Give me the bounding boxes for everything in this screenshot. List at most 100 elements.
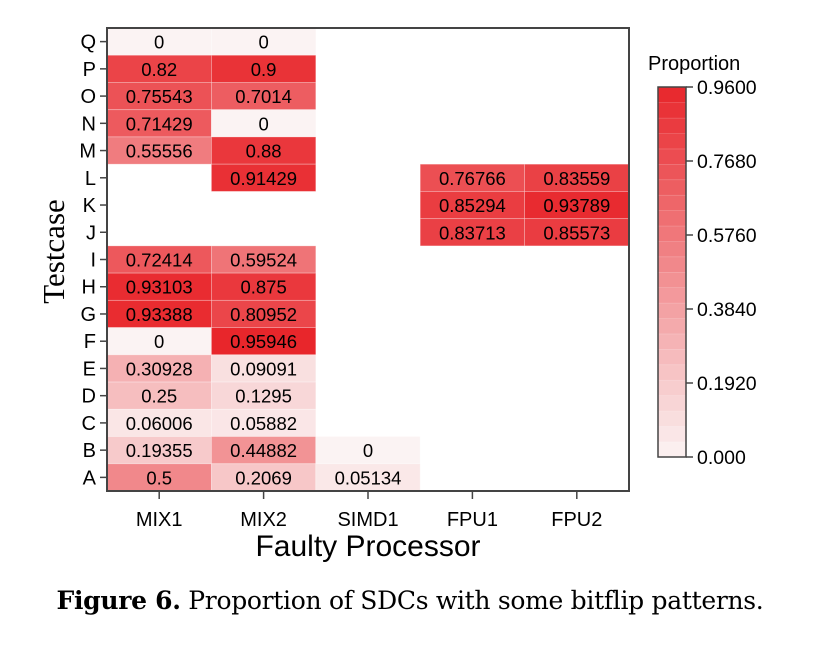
colorbar-tick-label: 0.1920: [697, 373, 757, 395]
y-axis-label: Testcase: [36, 199, 71, 304]
cell-value-label: 0.76766: [439, 168, 506, 189]
cell-value-label: 0.44882: [230, 440, 297, 461]
heatmap-cell: [210, 82, 317, 111]
colorbar-segment: [657, 348, 687, 366]
colorbar-segment: [657, 441, 687, 458]
cell-value-label: 0.1295: [235, 386, 292, 407]
colorbar: 0.9600 0.7680 0.5760 0.3840 0.1920 0.000: [657, 77, 757, 469]
cell-value-label: 0.80952: [230, 304, 297, 325]
heatmap-cell: [210, 163, 317, 192]
heatmap-cell: [106, 381, 212, 410]
cell-value-label: 0.59524: [230, 250, 297, 271]
colorbar-segment: [657, 364, 687, 381]
colorbar-segment: [657, 163, 687, 181]
colorbar-segment: [657, 210, 687, 227]
y-tick-label: A: [83, 467, 97, 489]
cell-value-label: 0.05134: [335, 467, 402, 488]
colorbar-segment: [657, 132, 687, 150]
colorbar-segment: [657, 271, 687, 289]
colorbar-tick-label: 0.5760: [697, 225, 757, 247]
cell-value-label: 0.93103: [126, 277, 193, 298]
colorbar-segment: [657, 148, 687, 165]
heatmap-cell: [210, 136, 317, 165]
cell-value-label: 0: [363, 440, 373, 461]
x-tick-label: MIX2: [240, 509, 287, 531]
colorbar-tick-label: 0.7680: [697, 151, 757, 173]
cell-value-label: 0.09091: [230, 358, 297, 379]
colorbar-segment: [657, 333, 687, 350]
heatmap-cell: [210, 27, 317, 56]
heatmap-cell: [210, 354, 317, 383]
y-tick-label: L: [85, 168, 96, 190]
cell-value-label: 0.83713: [439, 222, 506, 243]
colorbar-segment: [657, 240, 687, 258]
cell-value-label: 0.05882: [230, 413, 297, 434]
y-tick-label: I: [90, 250, 96, 272]
cell-value-label: 0.9: [251, 59, 277, 80]
heatmap-cell: [210, 463, 317, 492]
heatmap-cell: [524, 218, 630, 247]
heatmap-chart: 0 0 0.82 0.9 0.75543 0.7014 0.71429 0 0.55556 0.8…: [36, 27, 757, 563]
cell-value-label: 0.75543: [126, 86, 193, 107]
heatmap-cell: [419, 191, 526, 220]
colorbar-title: Proportion: [648, 53, 740, 75]
y-tick-label: G: [80, 304, 96, 326]
cell-value-label: 0.875: [240, 277, 286, 298]
heatmap-cell: [315, 463, 421, 492]
heatmap-cell: [210, 54, 317, 83]
figure-caption: Figure 6. Proportion of SDCs with some b…: [0, 586, 820, 615]
colorbar-tick-label: 0.3840: [697, 299, 757, 321]
cell-value-label: 0.2069: [235, 467, 292, 488]
y-tick-label: K: [83, 195, 97, 217]
y-tick-label: C: [82, 413, 96, 435]
heatmap-cell: [210, 408, 317, 437]
heatmap-cell: [210, 299, 317, 328]
cell-value-label: 0: [258, 113, 268, 134]
colorbar-segment: [657, 256, 687, 273]
heatmap-cell: [106, 54, 212, 83]
cell-value-label: 0.85573: [543, 222, 610, 243]
cell-value-label: 0: [154, 331, 164, 352]
y-tick-label: H: [82, 277, 96, 299]
cell-value-label: 0.55556: [126, 141, 193, 162]
y-tick-label: O: [80, 86, 96, 108]
cell-value-label: 0.93388: [126, 304, 193, 325]
heatmap-cell: [419, 163, 526, 192]
colorbar-segment: [657, 225, 687, 242]
x-tick-label: FPU1: [447, 509, 498, 531]
cell-value-label: 0.30928: [126, 358, 193, 379]
x-tick-label: SIMD1: [337, 509, 398, 531]
cell-value-label: 0.83559: [543, 168, 610, 189]
y-tick-label: B: [83, 440, 96, 462]
colorbar-frame: [657, 86, 687, 458]
x-tick-label: MIX1: [136, 509, 183, 531]
cell-value-label: 0.82: [141, 59, 177, 80]
cell-value-label: 0.7014: [235, 86, 292, 107]
colorbar-tick-label: 0.000: [697, 447, 746, 469]
colorbar-segment: [657, 287, 687, 304]
cell-value-label: 0.72414: [126, 250, 193, 271]
heatmap-cells: 0 0 0.82 0.9 0.75543 0.7014 0.71429 0 0.55556 0.8…: [106, 27, 630, 492]
heatmap-cell: [106, 272, 212, 301]
x-tick-label: FPU2: [551, 509, 602, 531]
heatmap-cell: [210, 109, 317, 138]
colorbar-segment: [657, 317, 687, 335]
figure-caption-text: Proportion of SDCs with some bitflip pat…: [180, 586, 764, 615]
colorbar-segment: [657, 179, 687, 196]
cell-value-label: 0.71429: [126, 113, 193, 134]
heatmap-cell: [106, 27, 212, 56]
y-tick-label: J: [86, 222, 96, 244]
x-axis-ticks: MIX1 MIX2 SIMD1 FPU1 FPU2: [136, 491, 602, 531]
cell-value-label: 0.95946: [230, 331, 297, 352]
heatmap-cell: [210, 381, 317, 410]
y-tick-label: N: [82, 113, 96, 135]
colorbar-segment: [657, 410, 687, 427]
colorbar-segment: [657, 194, 687, 211]
y-tick-label: E: [83, 358, 96, 380]
colorbar-tick-label: 0.9600: [697, 77, 757, 99]
cell-value-label: 0.06006: [126, 413, 193, 434]
x-axis-label: Faulty Processor: [255, 530, 480, 563]
colorbar-segment: [657, 302, 687, 319]
y-tick-label: P: [83, 59, 96, 81]
